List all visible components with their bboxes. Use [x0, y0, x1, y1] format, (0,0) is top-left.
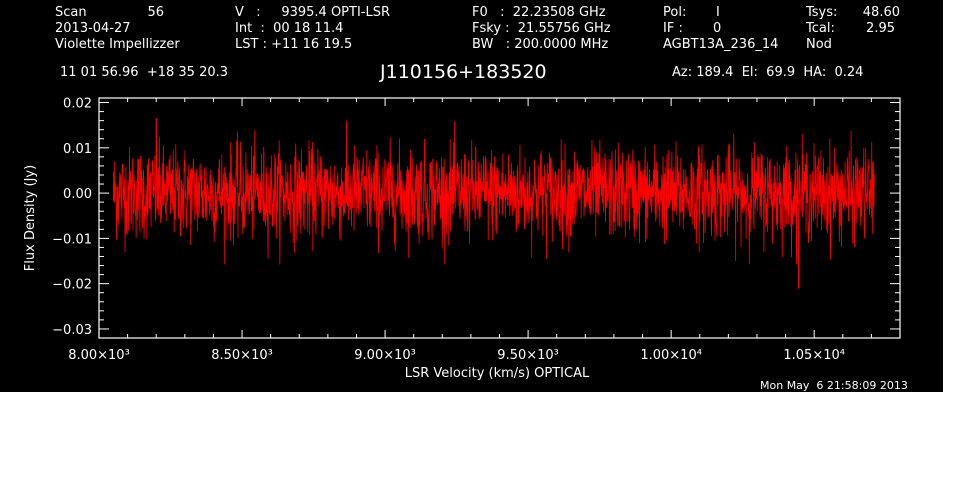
- x-tick-label: 1.05×10⁴: [783, 348, 845, 363]
- if-label: IF :: [663, 21, 683, 36]
- flux-density-trace: [112, 117, 875, 289]
- scan-label: Scan: [55, 5, 87, 20]
- observer-name: Violette Impellizzer: [55, 37, 180, 52]
- integration-line: Int : 00 18 11.4: [235, 21, 344, 36]
- y-tick-label: 0.01: [63, 142, 92, 157]
- plot-timestamp: Mon May 6 21:58:09 2013: [760, 379, 908, 392]
- scan-value: 56: [147, 5, 164, 20]
- polarization-value: I: [716, 5, 720, 20]
- lst-line: LST : +11 16 19.5: [235, 37, 353, 52]
- tcal-label: Tcal:: [806, 21, 835, 36]
- velocity-line: V : 9395.4 OPTI-LSR: [235, 5, 391, 20]
- x-tick-label: 1.00×10⁴: [640, 348, 702, 363]
- project-id: AGBT13A_236_14: [663, 37, 779, 52]
- polarization-label: Pol:: [663, 5, 687, 20]
- y-tick-label: −0.02: [52, 278, 92, 293]
- tsys-value: 48.60: [862, 5, 900, 20]
- source-name: J110156+183520: [380, 61, 547, 83]
- source-coordinates: 11 01 56.96 +18 35 20.3: [60, 65, 229, 80]
- observation-date: 2013-04-27: [55, 21, 131, 36]
- rest-frequency-line: F0 : 22.23508 GHz: [472, 5, 606, 20]
- x-axis-title: LSR Velocity (km/s) OPTICAL: [405, 366, 590, 381]
- az-el-ha-line: Az: 189.4 El: 69.9 HA: 0.24: [672, 65, 864, 80]
- plot-window: Scan 56 2013-04-27 Violette Impellizzer …: [0, 0, 943, 392]
- tsys-label: Tsys:: [806, 5, 838, 20]
- if-value: 0: [713, 21, 722, 36]
- x-tick-label: 9.50×10³: [497, 348, 559, 363]
- label-layer: 8.00×10³ 8.50×10³ 9.00×10³ 9.50×10³ 1.00×10⁴…: [52, 97, 845, 363]
- x-tick-label: 9.00×10³: [354, 348, 416, 363]
- sky-frequency-line: Fsky : 21.55756 GHz: [472, 21, 611, 36]
- y-axis-title: Flux Density (Jy): [23, 165, 38, 271]
- y-tick-label: −0.03: [52, 323, 92, 338]
- spectrum-chart: 8.00×10³ 8.50×10³ 9.00×10³ 9.50×10³ 1.00×10⁴…: [23, 97, 901, 381]
- tick-layer: [98, 98, 901, 339]
- observing-mode: Nod: [806, 37, 832, 52]
- bandwidth-line: BW : 200.0000 MHz: [472, 37, 609, 52]
- trace-layer: [112, 117, 875, 289]
- x-tick-label: 8.00×10³: [68, 348, 130, 363]
- x-tick-label: 8.50×10³: [211, 348, 273, 363]
- y-tick-label: 0.00: [63, 187, 92, 202]
- y-tick-label: −0.01: [52, 232, 92, 247]
- tcal-value: 2.95: [866, 21, 895, 36]
- y-tick-label: 0.02: [63, 97, 92, 112]
